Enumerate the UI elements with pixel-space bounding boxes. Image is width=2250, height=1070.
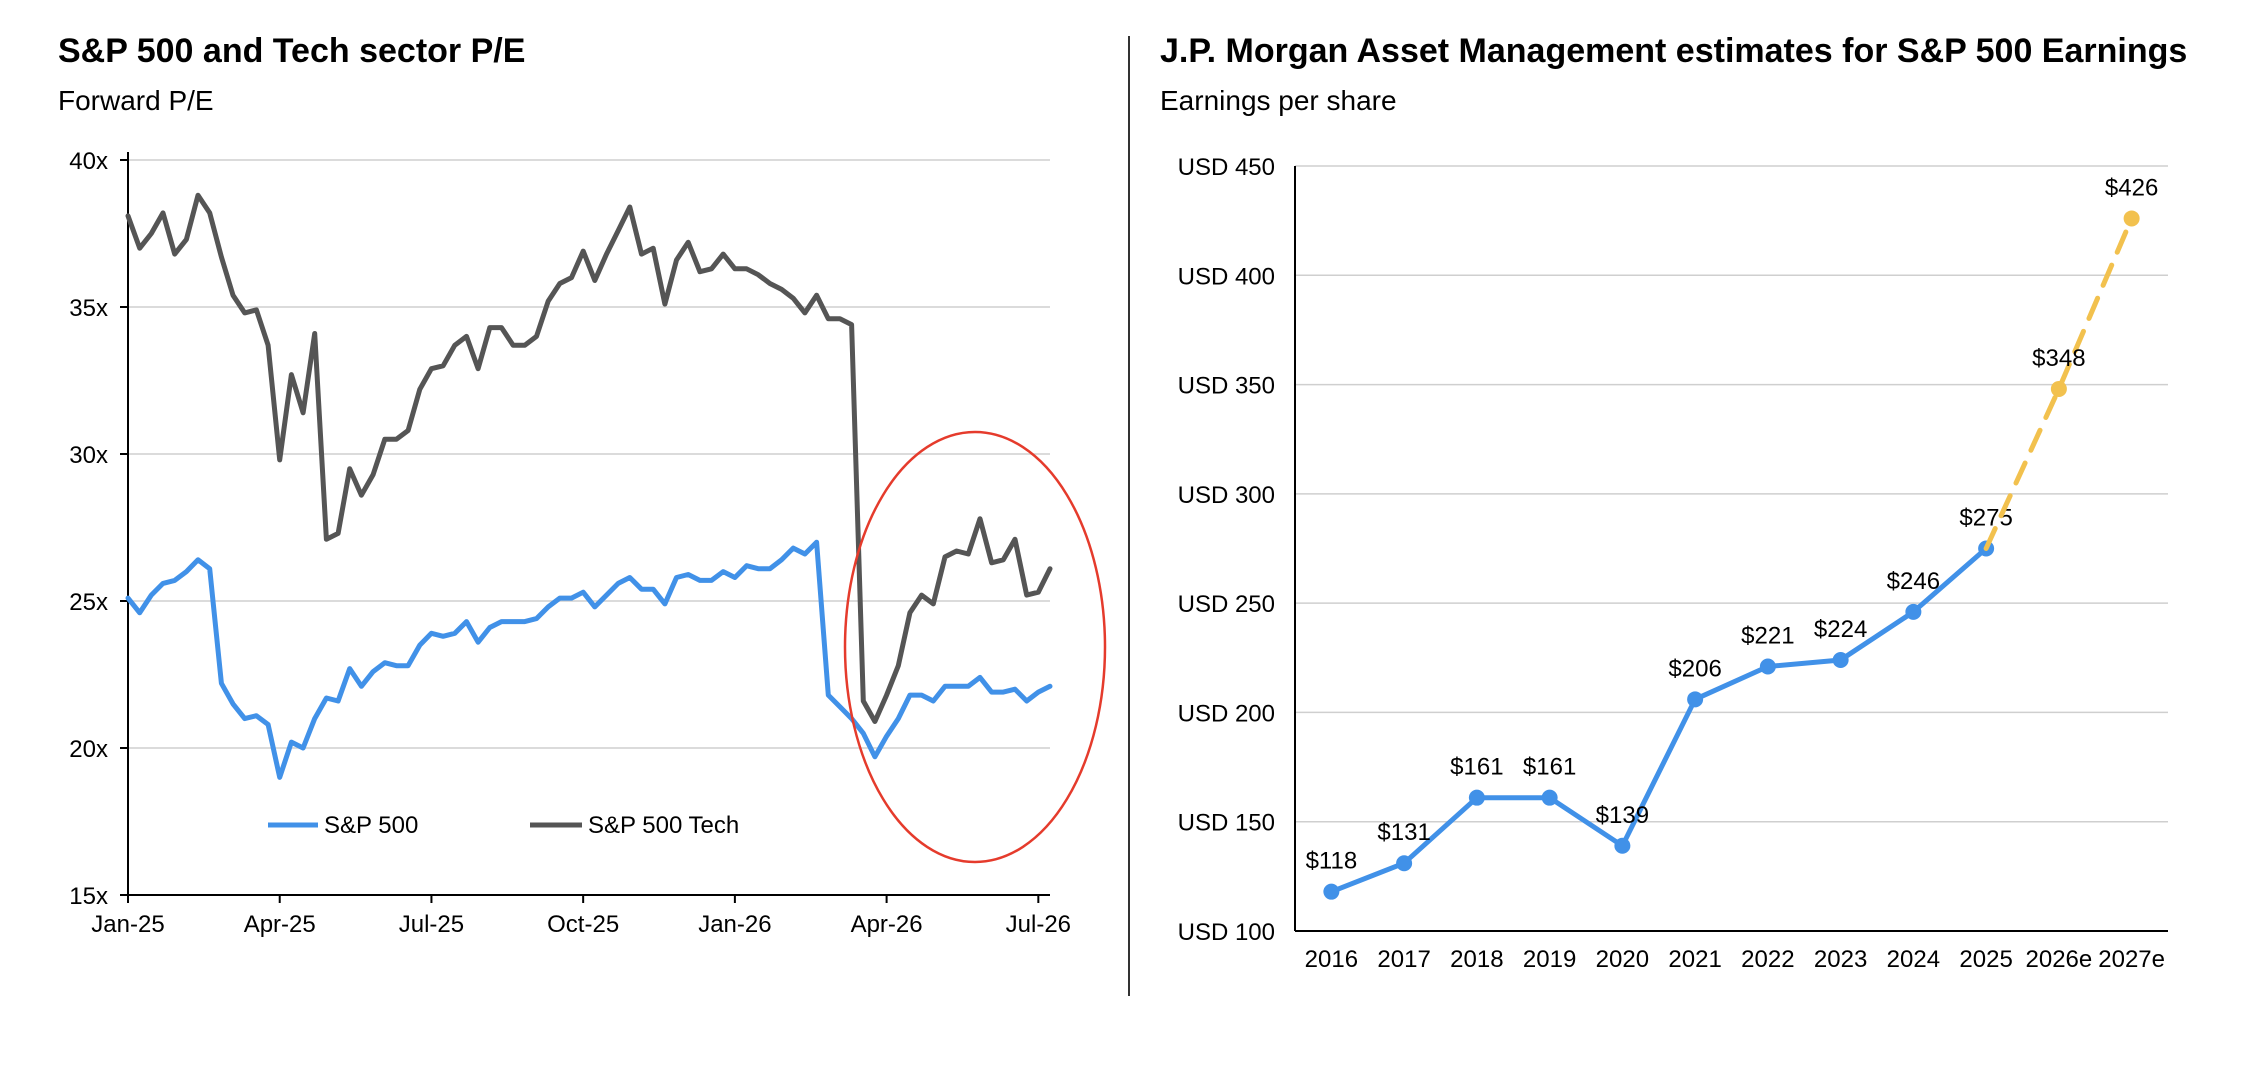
right-x-tick-label: 2026e	[2026, 946, 2093, 973]
right-x-tick-label: 2023	[1814, 946, 1867, 973]
eps-data-label: $118	[1306, 848, 1358, 875]
right-x-tick-label: 2016	[1305, 946, 1358, 973]
right-chart-title: J.P. Morgan Asset Management estimates f…	[1160, 32, 2188, 70]
right-y-tick-label: USD 150	[1178, 810, 1275, 837]
right-y-tick-label: USD 300	[1178, 482, 1275, 509]
left-y-tick-label: 40x	[69, 148, 108, 175]
left-x-tick-label: Jul-25	[399, 911, 464, 938]
right-x-tick-label: 2019	[1523, 946, 1576, 973]
eps-data-label: $246	[1887, 568, 1940, 595]
right-y-tick-label: USD 200	[1178, 700, 1275, 727]
eps-actual-line	[1328, 546, 1989, 895]
right-y-tick-label: USD 400	[1178, 263, 1275, 290]
eps-data-label: $161	[1523, 754, 1576, 781]
right-x-tick-label: 2022	[1741, 946, 1794, 973]
eps-marker	[1541, 789, 1558, 806]
eps-data-label: $426	[2105, 174, 2158, 201]
right-x-tick-label: 2020	[1596, 946, 1649, 973]
left-x-tick-label: Apr-25	[244, 911, 316, 938]
panel-divider	[1128, 36, 1130, 996]
eps-data-label: $224	[1814, 616, 1867, 643]
eps-marker	[1832, 651, 1849, 668]
eps-marker	[1687, 691, 1704, 708]
sp500-tech-line	[125, 192, 1053, 724]
eps-data-label: $221	[1741, 623, 1794, 650]
eps-estimate-line	[1983, 216, 2135, 551]
left-x-tick-label: Jan-25	[91, 911, 164, 938]
legend-label-sp500-tech: S&P 500 Tech	[588, 812, 739, 839]
eps-marker	[2050, 380, 2067, 397]
eps-marker	[2123, 210, 2140, 227]
eps-marker	[1396, 855, 1413, 872]
right-x-tick-label: 2025	[1959, 946, 2012, 973]
eps-data-label: $161	[1450, 754, 1503, 781]
eps-data-label: $131	[1377, 819, 1430, 846]
right-x-tick-label: 2021	[1668, 946, 1721, 973]
left-x-tick-label: Apr-26	[851, 911, 923, 938]
left-x-tick-label: Oct-25	[547, 911, 619, 938]
right-x-tick-label: 2018	[1450, 946, 1503, 973]
left-y-tick-label: 20x	[69, 736, 108, 763]
left-x-tick-label: Jul-26	[1006, 911, 1071, 938]
eps-marker	[1468, 789, 1485, 806]
eps-data-label: $206	[1668, 655, 1721, 682]
right-y-tick-label: USD 100	[1178, 919, 1275, 946]
eps-marker	[1905, 603, 1922, 620]
left-y-tick-label: 30x	[69, 442, 108, 469]
right-x-tick-label: 2027e	[2098, 946, 2165, 973]
eps-data-label: $348	[2032, 345, 2085, 372]
eps-data-label: $139	[1596, 802, 1649, 829]
left-x-tick-label: Jan-26	[698, 911, 771, 938]
sp500-line	[125, 539, 1053, 780]
right-chart-subtitle: Earnings per share	[1160, 85, 1397, 116]
left-y-tick-label: 15x	[69, 883, 108, 910]
right-y-tick-label: USD 450	[1178, 154, 1275, 181]
eps-marker	[1759, 658, 1776, 675]
left-y-tick-label: 25x	[69, 589, 108, 616]
left-y-tick-label: 35x	[69, 295, 108, 322]
highlight-ellipse	[843, 430, 1107, 864]
left-chart-title: S&P 500 and Tech sector P/E	[58, 32, 526, 70]
right-x-tick-label: 2024	[1887, 946, 1940, 973]
left-chart-subtitle: Forward P/E	[58, 85, 214, 116]
legend-label-sp500: S&P 500	[324, 812, 418, 839]
right-y-tick-label: USD 250	[1178, 591, 1275, 618]
right-x-tick-label: 2017	[1377, 946, 1430, 973]
eps-marker	[1323, 883, 1340, 900]
right-y-tick-label: USD 350	[1178, 373, 1275, 400]
eps-marker	[1614, 837, 1631, 854]
